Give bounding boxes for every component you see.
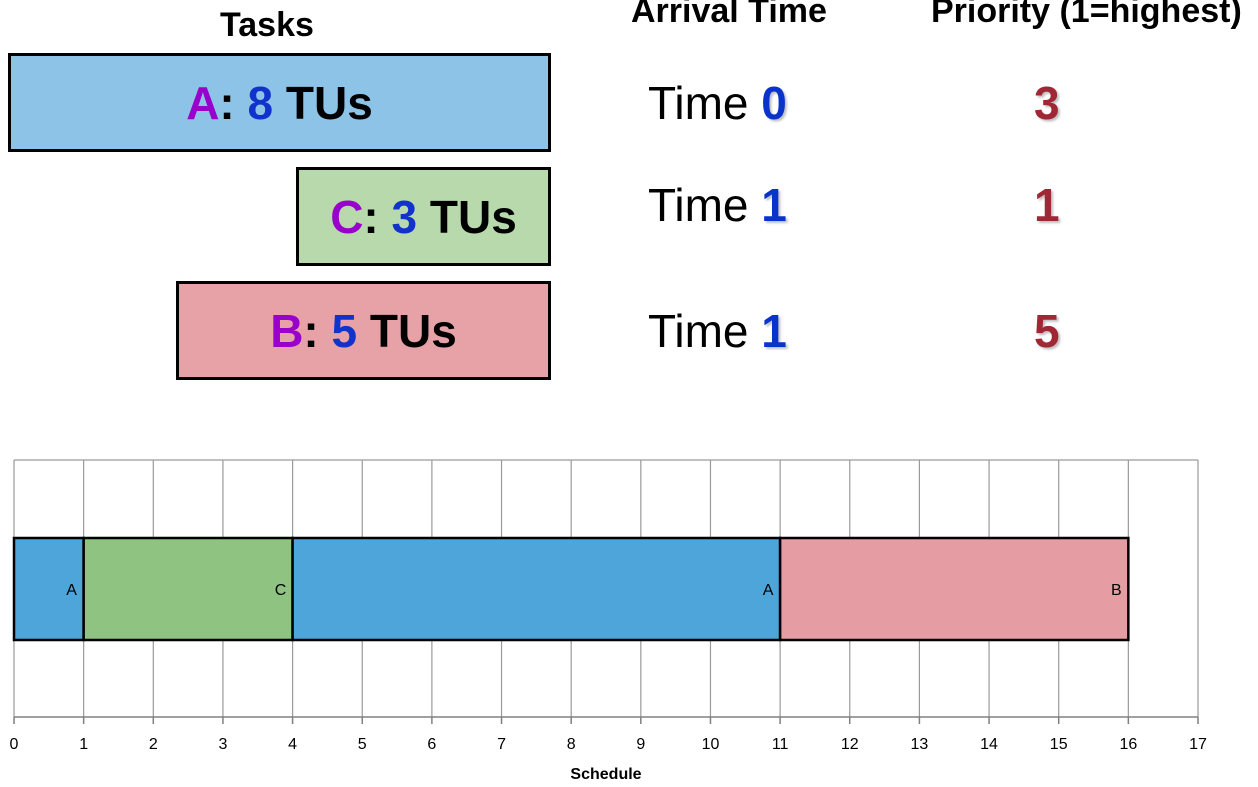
x-tick-label: 3 [218,736,227,753]
x-tick-label: 8 [567,736,576,753]
task-name: C [330,190,364,243]
x-tick-label: 10 [702,736,720,753]
x-axis-title: Schedule [570,766,641,783]
x-tick-label: 0 [10,736,19,753]
arrival-time-header: Arrival Time [631,0,827,30]
x-tick-label: 1 [79,736,88,753]
task-separator: : [219,76,235,129]
x-tick-label: 12 [841,736,859,753]
arrival-value: 1 [761,179,787,231]
schedule-segment [778,536,1130,642]
x-tick-label: 4 [288,736,297,753]
x-tick-label: 9 [636,736,645,753]
time-word: Time [648,77,749,129]
time-word: Time [648,305,749,357]
segment-label: A [66,582,77,599]
task-unit-label: TUs [429,190,517,243]
task-separator: : [303,304,319,357]
segment-label: B [1111,582,1122,599]
arrival-value: 0 [761,77,787,129]
task-unit-label: TUs [285,76,373,129]
task-box-c: C: 3 TUs [296,167,551,266]
priority-a: 3 [1034,77,1060,129]
segment-label: C [275,582,287,599]
task-units: 8 [247,76,274,129]
task-name: A [186,76,220,129]
x-tick-label: 17 [1189,736,1207,753]
x-tick-label: 11 [772,736,789,753]
task-separator: : [363,190,379,243]
x-tick-label: 16 [1119,736,1137,753]
x-tick-label: 2 [149,736,158,753]
segment-label: A [763,582,774,599]
priority-b: 5 [1034,305,1060,357]
tasks-header: Tasks [220,6,314,44]
x-tick-label: 13 [911,736,929,753]
x-tick-label: 7 [497,736,506,753]
x-tick-label: 14 [980,736,998,753]
priority-header: Priority (1=highest) [931,0,1242,30]
arrival-time-c: Time 1 [648,182,787,228]
task-unit-label: TUs [369,304,457,357]
task-name: B [270,304,304,357]
schedule-segment [82,536,294,642]
x-tick-label: 15 [1050,736,1068,753]
time-word: Time [648,179,749,231]
task-box-b: B: 5 TUs [176,281,551,380]
arrival-time-b: Time 1 [648,308,787,354]
priority-c: 1 [1034,179,1060,231]
task-box-a: A: 8 TUs [8,53,551,152]
task-units: 5 [331,304,358,357]
x-tick-label: 5 [358,736,367,753]
x-tick-label: 6 [427,736,436,753]
task-units: 3 [391,190,418,243]
arrival-time-a: Time 0 [648,80,787,126]
schedule-segment [291,536,782,642]
arrival-value: 1 [761,305,787,357]
